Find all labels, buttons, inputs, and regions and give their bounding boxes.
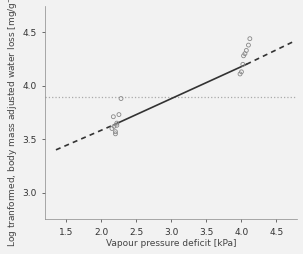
Point bbox=[248, 37, 252, 41]
Point bbox=[112, 124, 116, 128]
Point bbox=[113, 130, 118, 134]
Point bbox=[246, 43, 251, 47]
Point bbox=[242, 52, 247, 56]
Point bbox=[111, 115, 116, 119]
Point bbox=[244, 49, 249, 53]
Point bbox=[240, 62, 245, 66]
Point bbox=[239, 70, 244, 74]
Point bbox=[118, 97, 123, 101]
Point bbox=[117, 113, 122, 117]
Y-axis label: Log tranformed, body mass adjusted water loss [mg/g$^{-0.67}$]: Log tranformed, body mass adjusted water… bbox=[5, 0, 20, 247]
Point bbox=[241, 54, 246, 58]
X-axis label: Vapour pressure deficit [kPa]: Vapour pressure deficit [kPa] bbox=[106, 240, 237, 248]
Point bbox=[115, 121, 119, 125]
Point bbox=[109, 126, 114, 131]
Point bbox=[113, 132, 118, 136]
Point bbox=[115, 123, 119, 127]
Point bbox=[238, 72, 242, 76]
